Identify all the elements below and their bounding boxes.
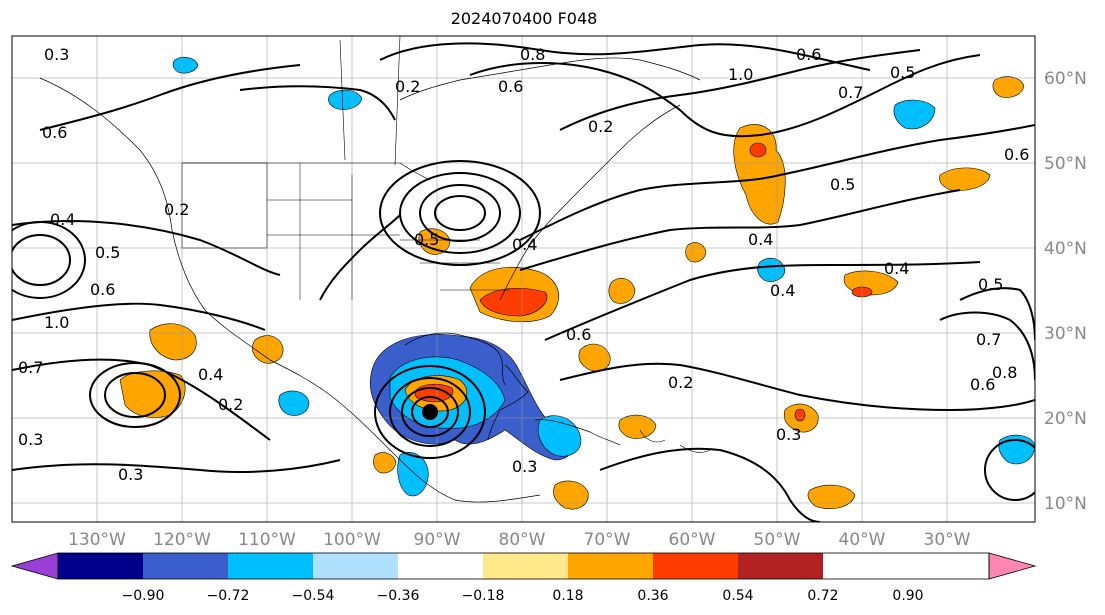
colorbar-tick-label: −0.18 (462, 588, 505, 604)
contour-label: 0.4 (512, 235, 537, 254)
contour-labels: 0.3 0.2 0.6 0.8 1.0 0.5 0.7 0.6 0.4 0.5 … (18, 45, 1029, 484)
contour-label: 0.4 (50, 210, 75, 229)
colorbar-tick-label: −0.90 (122, 588, 165, 604)
lon-tick-label: 30°W (924, 530, 971, 550)
contour-label: 0.4 (748, 230, 773, 249)
contour-label: 1.0 (728, 65, 753, 84)
contour-label: 0.6 (1004, 145, 1029, 164)
map-panel: 0.3 0.2 0.6 0.8 1.0 0.5 0.7 0.6 0.4 0.5 … (12, 36, 1035, 522)
contour-label: 0.2 (218, 395, 243, 414)
coastlines (39, 36, 711, 503)
lon-tick-label: 110°W (238, 530, 296, 550)
colorbar-tick-label: 0.18 (552, 588, 583, 604)
contour-label: 0.2 (395, 77, 420, 96)
contour-label: 0.8 (992, 363, 1017, 382)
contour-label: 0.7 (18, 358, 43, 377)
contour-label: 0.6 (498, 77, 523, 96)
lat-tick-label: 60°N (1044, 69, 1087, 89)
lon-tick-label: 50°W (754, 530, 801, 550)
contour-label: 0.5 (95, 243, 120, 262)
colorbar-segment (568, 553, 653, 579)
contour-label: 0.4 (198, 365, 223, 384)
colorbar-tick-label: −0.36 (377, 588, 420, 604)
lon-tick-label: 130°W (68, 530, 126, 550)
map-title: 2024070400 F048 (450, 9, 598, 28)
lon-tick-label: 90°W (414, 530, 461, 550)
contour-label: 0.5 (830, 175, 855, 194)
lat-tick-label: 50°N (1044, 154, 1087, 174)
contour-label: 0.3 (118, 465, 143, 484)
colorbar-tick-label: −0.72 (207, 588, 250, 604)
lat-tick-label: 30°N (1044, 324, 1087, 344)
colorbar-tick-label: 0.54 (722, 588, 753, 604)
lat-tick-label: 10°N (1044, 494, 1087, 514)
colorbar-extend-right (988, 552, 1037, 580)
longitude-ticks: 130°W 120°W 110°W 100°W 90°W 80°W 70°W 6… (68, 530, 971, 550)
contour-label: 0.5 (414, 230, 439, 249)
storm-center-marker (422, 404, 438, 420)
colorbar-segment (313, 553, 398, 579)
contour-label: 0.5 (978, 275, 1003, 294)
gridlines (12, 36, 1035, 522)
contour-label: 0.6 (970, 375, 995, 394)
contour-label: 0.7 (838, 83, 863, 102)
contour-label: 0.2 (588, 117, 613, 136)
contour-label: 0.4 (770, 281, 795, 300)
contour-label: 0.3 (44, 45, 69, 64)
contour-label: 0.2 (164, 200, 189, 219)
map-frame (11, 35, 1036, 523)
contour-label: 0.7 (976, 330, 1001, 349)
lon-tick-label: 40°W (839, 530, 886, 550)
colorbar-segment (143, 553, 228, 579)
contour-label: 0.6 (796, 45, 821, 64)
contour-label: 0.4 (884, 259, 909, 278)
lat-tick-label: 40°N (1044, 239, 1087, 259)
contour-label: 0.5 (890, 63, 915, 82)
contour-label: 0.3 (512, 457, 537, 476)
colorbar-tick-label: 0.72 (807, 588, 838, 604)
contour-label: 0.8 (520, 45, 545, 64)
colorbar: −0.90 −0.72 −0.54 −0.36 −0.18 0.18 0.36 … (10, 552, 1037, 604)
contour-label: 1.0 (44, 313, 69, 332)
lat-tick-label: 20°N (1044, 409, 1087, 429)
colorbar-segment (228, 553, 313, 579)
colorbar-segment (653, 553, 738, 579)
contour-label: 0.3 (18, 430, 43, 449)
colorbar-tick-label: 0.36 (637, 588, 668, 604)
colorbar-segment (738, 553, 823, 579)
colorbar-segment (58, 553, 143, 579)
contour-label: 0.6 (42, 123, 67, 142)
contour-label: 0.6 (90, 280, 115, 299)
colorbar-segment (483, 553, 568, 579)
contour-label: 0.3 (776, 425, 801, 444)
lon-tick-label: 60°W (669, 530, 716, 550)
contour-label: 0.2 (668, 373, 693, 392)
colorbar-segment (398, 553, 483, 579)
contour-lines (12, 42, 1035, 522)
latitude-ticks: 60°N 50°N 40°N 30°N 20°N 10°N (1044, 69, 1087, 514)
colorbar-tick-label: −0.54 (292, 588, 335, 604)
contour-label: 0.6 (566, 325, 591, 344)
lon-tick-label: 120°W (153, 530, 211, 550)
colorbar-extend-left (10, 552, 59, 580)
lon-tick-label: 70°W (584, 530, 631, 550)
colorbar-tick-label: 0.90 (892, 588, 923, 604)
lon-tick-label: 80°W (499, 530, 546, 550)
lon-tick-label: 100°W (323, 530, 381, 550)
